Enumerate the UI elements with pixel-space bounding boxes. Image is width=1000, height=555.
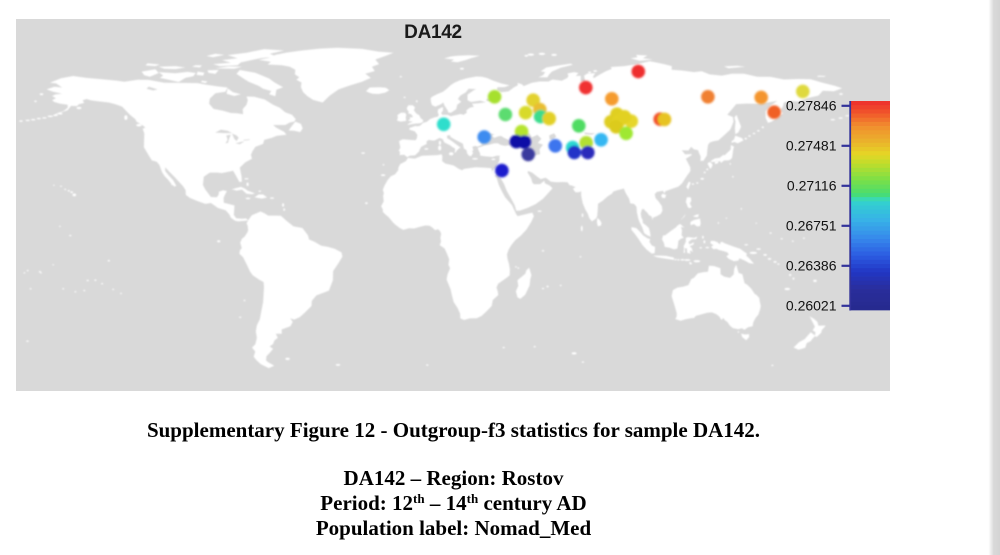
svg-text:0.27481: 0.27481	[786, 138, 837, 154]
svg-text:0.27116: 0.27116	[787, 178, 837, 194]
svg-text:DA142: DA142	[404, 22, 462, 43]
svg-text:0.26386: 0.26386	[786, 258, 837, 274]
svg-text:0.27846: 0.27846	[786, 98, 837, 114]
svg-text:0.26021: 0.26021	[786, 298, 837, 314]
svg-text:0.26751: 0.26751	[786, 218, 837, 234]
